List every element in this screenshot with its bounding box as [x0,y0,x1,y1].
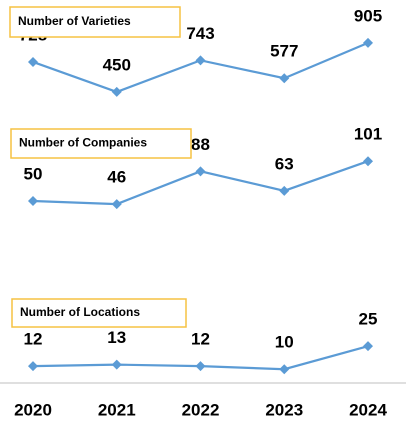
title-box [10,128,192,159]
data-label: 905 [354,6,382,25]
x-tick-label: 2020 [14,400,52,419]
data-label: 12 [24,330,43,349]
x-tick-label: 2023 [265,400,303,419]
data-label: 25 [359,310,378,329]
marker [195,55,206,66]
marker [111,86,122,97]
data-label: 46 [107,168,126,187]
marker [28,195,38,206]
marker [28,361,38,372]
data-label: 10 [275,333,294,352]
title-box [11,298,187,328]
data-label: 101 [354,125,382,144]
marker [363,37,373,48]
x-tick-label: 2021 [98,400,136,419]
data-label: 450 [103,55,131,74]
data-label: 743 [186,24,214,43]
data-label: 63 [275,154,294,173]
series-line [32,41,369,94]
marker [28,56,38,67]
x-tick-label: 2024 [349,400,387,419]
title-box [9,6,181,38]
marker [279,73,290,84]
data-label: 12 [191,330,210,349]
data-label: 50 [24,164,43,183]
marker [195,361,206,372]
marker [111,359,122,370]
marker [279,185,290,196]
x-tick-label: 2022 [182,400,220,419]
marker [111,199,122,210]
marker [279,364,290,375]
chart-title: Number of Companies [19,136,147,150]
marker [195,166,206,177]
marker [363,156,373,167]
chart-title: Number of Varieties [18,14,131,28]
data-label: 577 [270,42,298,61]
marker [363,341,373,352]
data-label: 13 [107,328,126,347]
data-label: 88 [191,135,210,154]
chart-title: Number of Locations [20,305,140,319]
